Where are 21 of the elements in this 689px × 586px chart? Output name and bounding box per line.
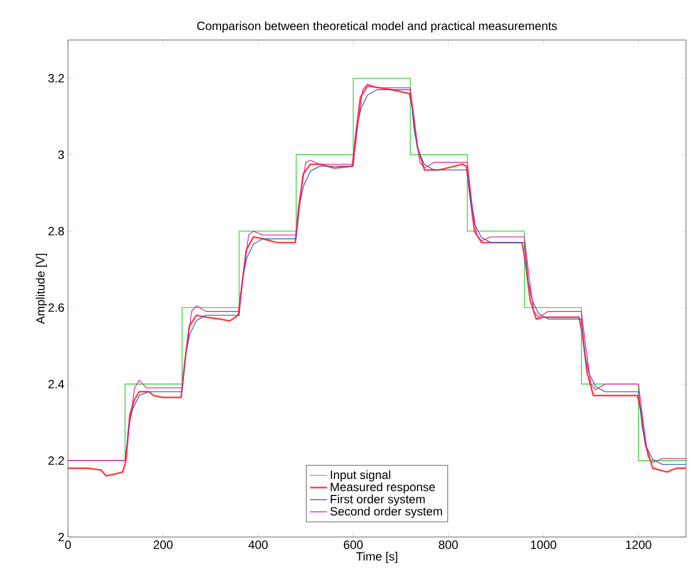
x-tick-label: 400 <box>248 540 268 549</box>
y-axis-title: Amplitude [V] <box>36 254 47 324</box>
x-tick-label: 200 <box>154 540 173 549</box>
y-tick-label: 3 <box>58 150 64 159</box>
x-tick-label: 1000 <box>530 540 556 549</box>
y-tick-label: 2 <box>58 532 64 542</box>
y-tick-label: 2.2 <box>48 456 64 465</box>
legend-label: Input signal <box>330 470 390 482</box>
x-tick-label: 1200 <box>626 540 652 549</box>
x-axis-title: Time [s] <box>356 552 398 563</box>
y-tick-label: 2.8 <box>48 226 64 236</box>
y-tick-label: 3.2 <box>48 74 64 82</box>
x-tick-label: 0 <box>65 540 71 549</box>
legend-label: Measured response <box>330 482 435 494</box>
y-tick-label: 2.6 <box>48 303 64 312</box>
legend-label: First order system <box>330 494 425 506</box>
chart-title: Comparison between theoretical model and practical measurements <box>197 21 557 32</box>
x-tick-label: 800 <box>438 540 458 549</box>
y-tick-label: 2.4 <box>48 380 64 388</box>
legend-label: Second order system <box>330 506 442 518</box>
x-tick-label: 600 <box>344 540 363 549</box>
